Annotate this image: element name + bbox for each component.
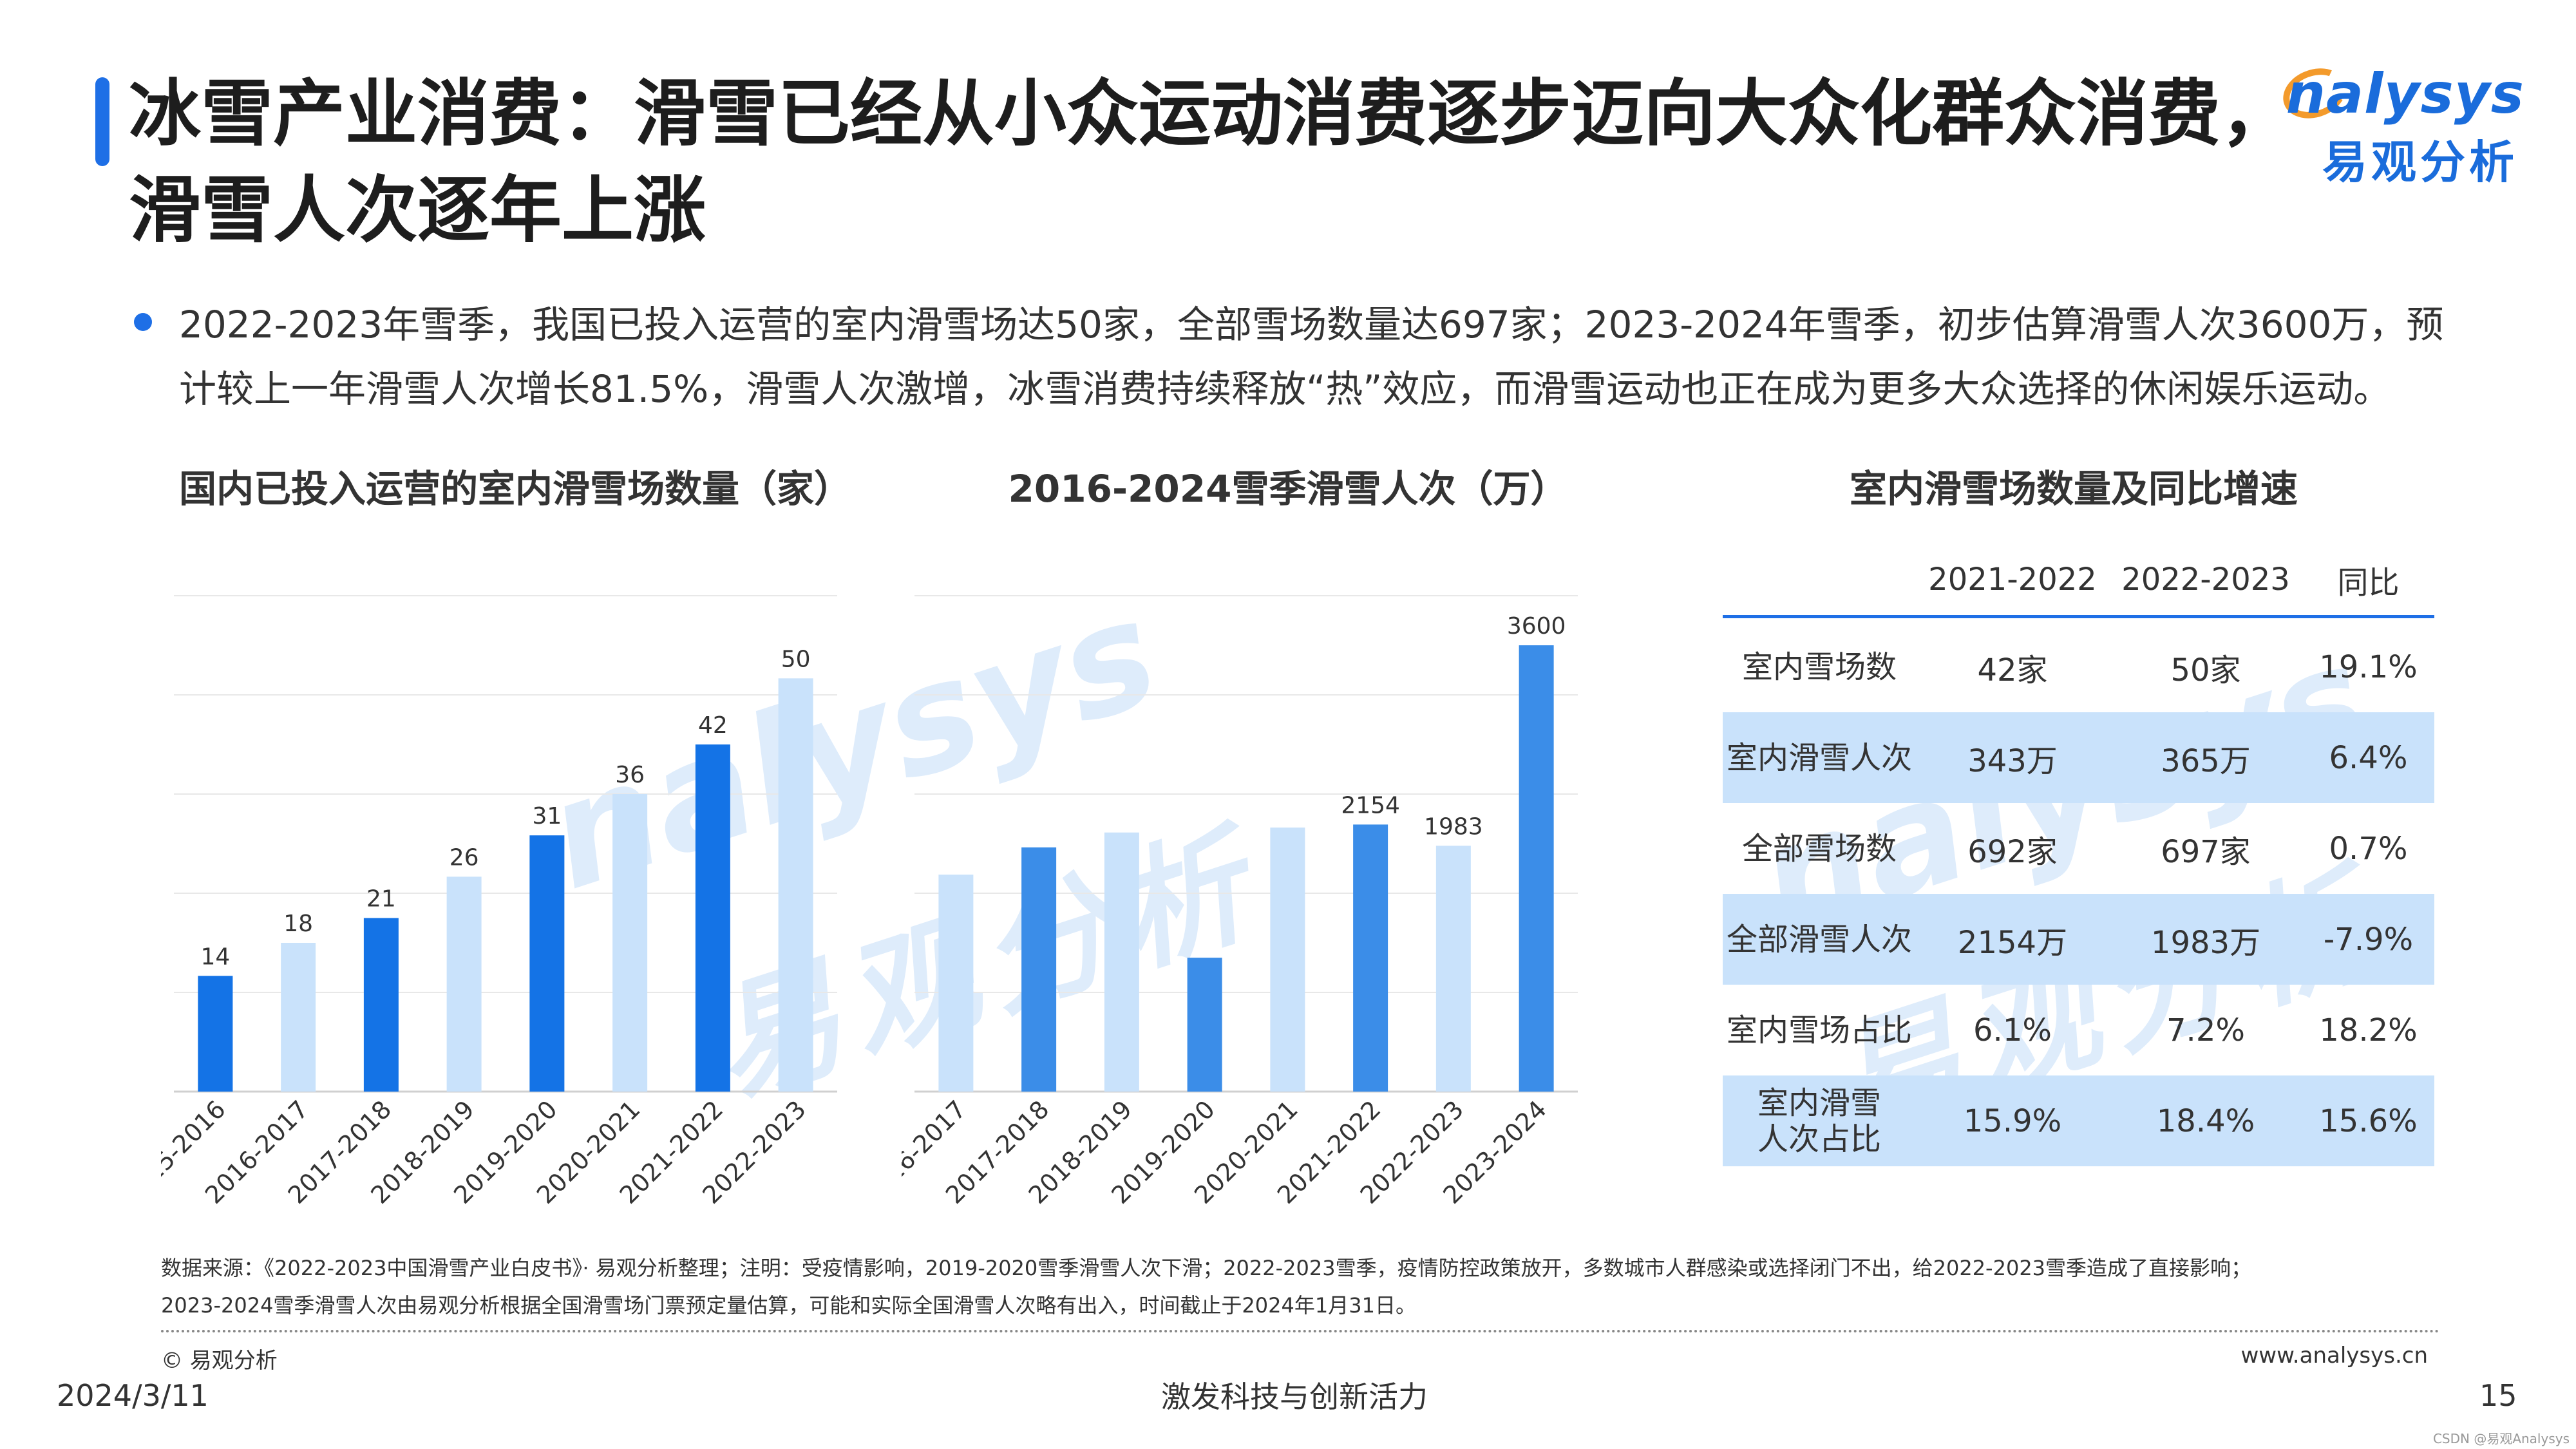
table-cell: 18.4% [2156, 1103, 2255, 1139]
row-label: 室内滑雪人次占比 [1723, 1085, 1916, 1157]
bullet-dot-icon [134, 313, 152, 331]
table-cell: 42家 [1977, 652, 2048, 688]
title-accent-bar [95, 77, 109, 166]
row-label: 全部滑雪人次 [1726, 921, 1912, 958]
data-label: 1983 [1424, 813, 1483, 840]
table-title: 室内滑雪场数量及同比增速 [1849, 467, 2298, 511]
source-note: 数据来源：《2022-2023中国滑雪产业白皮书》· 易观分析整理；注明：受疫情… [161, 1249, 2479, 1324]
bar-2020-2021 [1270, 827, 1305, 1092]
bar-2022-2023 [1435, 846, 1471, 1092]
bar-2019-2020 [1187, 958, 1222, 1092]
header-cell: 同比 [2337, 565, 2400, 601]
bar-2016-2017 [938, 875, 974, 1092]
bar-2019-2020 [529, 835, 565, 1092]
row-label: 室内雪场数 [1741, 649, 1897, 685]
data-label: 14 [200, 943, 230, 970]
copyright: © 易观分析 [161, 1348, 278, 1374]
row-label: 室内雪场占比 [1726, 1012, 1912, 1048]
table-cell: 365万 [2161, 743, 2251, 779]
table-row: 室内雪场占比 6.1% 7.2% 18.2% [1723, 985, 2434, 1075]
venue-table: 2021-2022 2022-2023 同比 室内雪场数 42家 50家 19.… [1723, 541, 2434, 1166]
bar-2015-2016 [198, 976, 233, 1092]
table-cell: 15.6% [2319, 1103, 2418, 1139]
chart2-skier-visits: 2016-20172017-20182018-20192019-20202020… [902, 595, 1578, 1209]
data-label: 2154 [1341, 792, 1400, 819]
website-link[interactable]: www.analysys.cn [2240, 1343, 2429, 1368]
data-label: 36 [615, 762, 645, 788]
table-cell: 50家 [2170, 652, 2241, 688]
table-cell: 692家 [1967, 833, 2058, 870]
header-cell: 2021-2022 [1928, 562, 2097, 598]
table-cell: 6.4% [2329, 739, 2408, 776]
bar-2017-2018 [363, 918, 399, 1092]
row-label: 室内滑雪人次 [1726, 739, 1912, 776]
bar-2018-2019 [446, 876, 482, 1092]
data-label: 31 [532, 803, 562, 829]
table-cell: 6.1% [1973, 1012, 2052, 1048]
footer-divider [161, 1330, 2441, 1332]
table-row: 室内雪场数 42家 50家 19.1% [1723, 621, 2434, 712]
table-row: 全部滑雪人次 2154万 1983万 -7.9% [1723, 894, 2434, 985]
chart1-indoor-venues: 142015-2016182016-2017212017-2018262018-… [161, 595, 837, 1209]
bar-2020-2021 [612, 794, 648, 1092]
table-cell: 343万 [1967, 743, 2058, 779]
row-label-text: 室内滑雪人次占比 [1757, 1084, 1881, 1157]
slogan: 激发科技与创新活力 [1161, 1379, 1428, 1414]
table-row: 室内滑雪人次占比 15.9% 18.4% 15.6% [1723, 1075, 2434, 1166]
analysys-logo: nalysys 易观分析 [2276, 60, 2544, 191]
table-row: 全部雪场数 692家 697家 0.7% [1723, 803, 2434, 894]
table-header-divider [1723, 615, 2434, 618]
source-line-1: 数据来源：《2022-2023中国滑雪产业白皮书》· 易观分析整理；注明：受疫情… [161, 1256, 2252, 1280]
data-label: 26 [450, 844, 479, 871]
data-label: 21 [366, 886, 396, 913]
source-line-2: 2023-2024雪季滑雪人次由易观分析根据全国滑雪场门票预定量估算，可能和实际… [161, 1293, 1416, 1318]
data-label: 50 [781, 646, 811, 672]
data-label: 3600 [1507, 613, 1566, 639]
csdn-credit: CSDN @易观Analysys [2432, 1431, 2570, 1446]
table-cell: -7.9% [2323, 921, 2414, 958]
page-title: 冰雪产业消费：滑雪已经从小众运动消费逐步迈向大众化群众消费，滑雪人次逐年上涨 [129, 72, 2293, 252]
data-label: 42 [698, 712, 728, 739]
chart2-title: 2016-2024雪季滑雪人次（万） [1008, 467, 1568, 511]
logo-chinese: 易观分析 [2322, 136, 2518, 189]
bar-2018-2019 [1104, 832, 1139, 1092]
chart1-title: 国内已投入运营的室内滑雪场数量（家） [178, 467, 851, 511]
logo-english: nalysys [2286, 62, 2524, 126]
data-label: 18 [283, 911, 313, 937]
table-cell: 18.2% [2319, 1012, 2418, 1048]
table-cell: 2154万 [1957, 924, 2068, 961]
table-cell: 0.7% [2329, 830, 2408, 867]
bar-2021-2022 [695, 744, 730, 1092]
table-cell: 697家 [2161, 833, 2251, 870]
bar-2016-2017 [281, 943, 316, 1092]
table-row: 室内滑雪人次 343万 365万 6.4% [1723, 712, 2434, 803]
table-header-row: 2021-2022 2022-2023 同比 [1723, 541, 2434, 618]
table-cell: 7.2% [2166, 1012, 2245, 1048]
page-number: 15 [2479, 1378, 2517, 1413]
table-cell: 15.9% [1963, 1103, 2062, 1139]
bar-2022-2023 [778, 678, 813, 1092]
table-cell: 19.1% [2319, 649, 2418, 685]
bullet-paragraph: 2022-2023年雪季，我国已投入运营的室内滑雪场达50家，全部雪场数量达69… [179, 303, 2444, 411]
header-cell: 2022-2023 [2121, 562, 2290, 598]
bar-2023-2024 [1519, 645, 1554, 1092]
report-date: 2024/3/11 [57, 1378, 209, 1413]
bar-2017-2018 [1021, 847, 1057, 1092]
row-label: 全部雪场数 [1741, 830, 1897, 867]
bar-2021-2022 [1353, 824, 1388, 1092]
table-cell: 1983万 [2150, 924, 2261, 961]
